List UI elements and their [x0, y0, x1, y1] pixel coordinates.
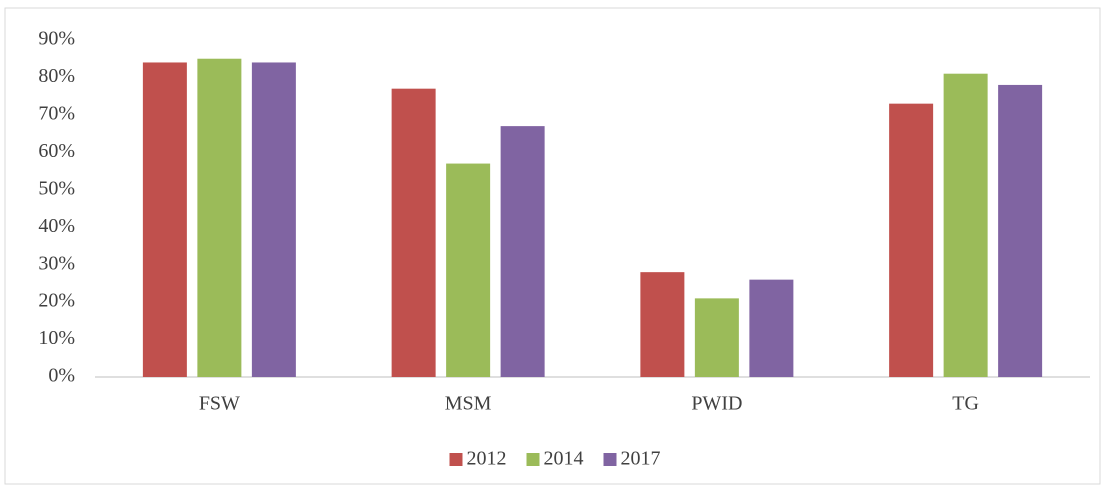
y-tick-label: 90%: [38, 28, 75, 50]
x-tick-label: MSM: [445, 393, 492, 415]
y-tick-label: 60%: [38, 140, 75, 162]
y-tick-label: 70%: [38, 102, 75, 124]
bar: [998, 84, 1043, 377]
x-tick-label: FSW: [199, 393, 240, 415]
bar: [500, 126, 545, 377]
y-tick-label: 20%: [38, 290, 75, 312]
y-tick-label: 40%: [38, 215, 75, 237]
bar: [251, 62, 296, 377]
x-tick-label: TG: [952, 393, 979, 415]
legend-swatch: [449, 453, 463, 466]
y-tick-label: 30%: [38, 252, 75, 274]
y-tick-label: 10%: [38, 327, 75, 349]
x-tick-label: PWID: [691, 393, 742, 415]
legend-label: 2014: [544, 448, 584, 470]
y-tick-label: 0%: [48, 365, 75, 387]
bar: [391, 88, 436, 377]
y-tick-label: 80%: [38, 65, 75, 87]
legend-swatch: [603, 453, 617, 466]
legend-label: 2017: [621, 448, 661, 470]
bar: [197, 58, 242, 377]
bar: [446, 163, 491, 377]
bar: [142, 62, 187, 377]
bar: [749, 279, 794, 377]
bar: [694, 298, 739, 377]
y-tick-label: 50%: [38, 177, 75, 199]
bar: [943, 73, 988, 377]
bar: [640, 272, 685, 377]
legend-label: 2012: [467, 448, 507, 470]
legend-swatch: [526, 453, 540, 466]
bar: [889, 103, 934, 378]
